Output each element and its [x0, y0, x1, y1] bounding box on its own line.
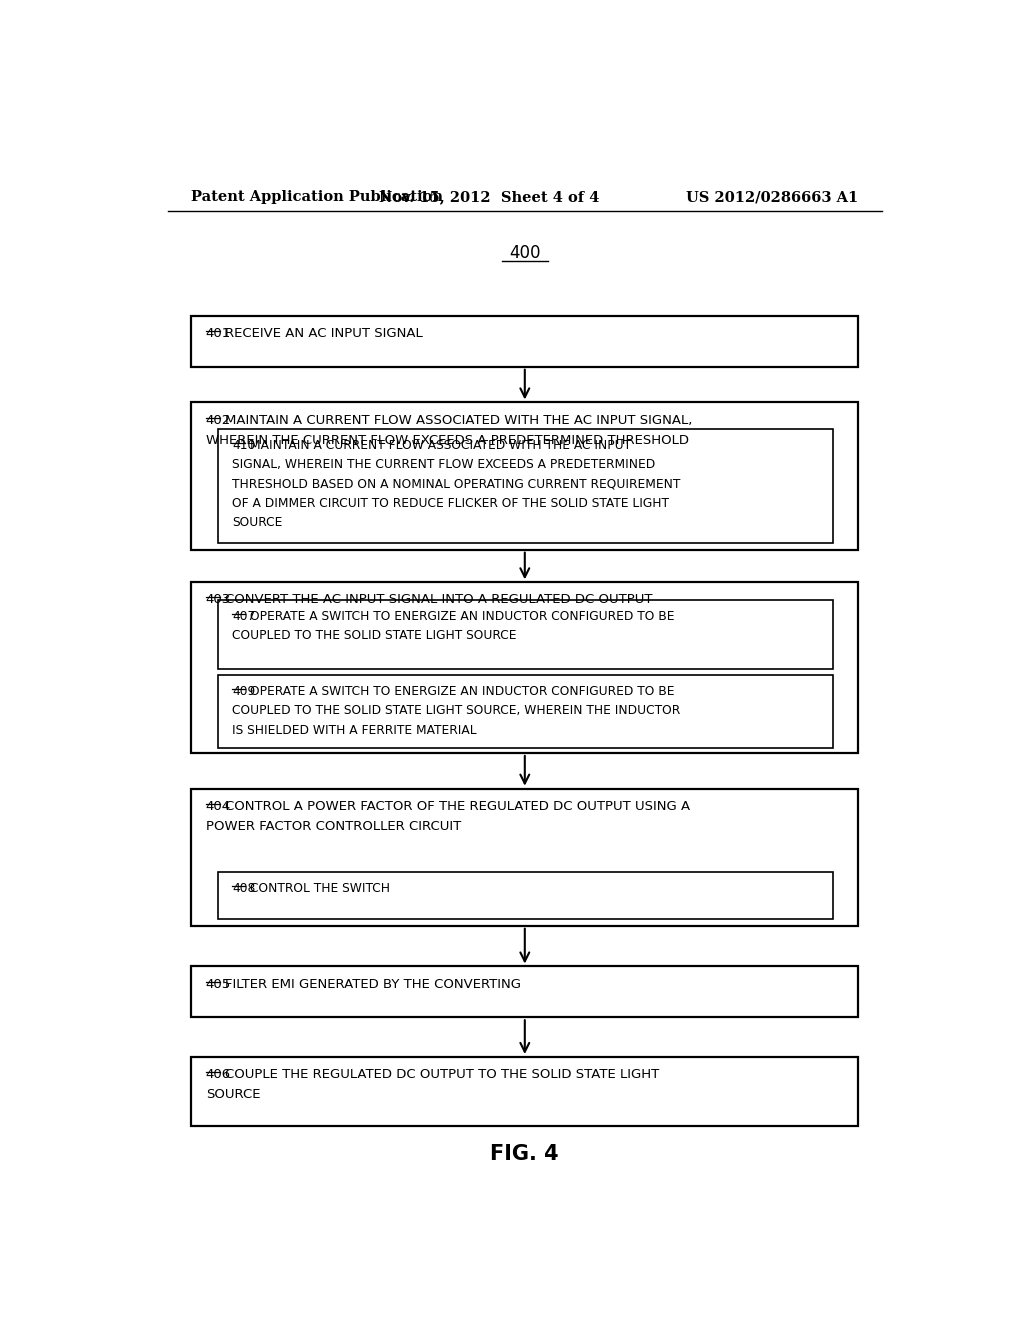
Text: SOURCE: SOURCE [206, 1089, 260, 1101]
FancyBboxPatch shape [191, 788, 858, 925]
Text: FIG. 4: FIG. 4 [490, 1144, 559, 1164]
Text: RECEIVE AN AC INPUT SIGNAL: RECEIVE AN AC INPUT SIGNAL [224, 327, 422, 341]
Text: 400: 400 [509, 244, 541, 261]
Text: IS SHIELDED WITH A FERRITE MATERIAL: IS SHIELDED WITH A FERRITE MATERIAL [232, 723, 476, 737]
Text: MAINTAIN A CURRENT FLOW ASSOCIATED WITH THE AC INPUT SIGNAL,: MAINTAIN A CURRENT FLOW ASSOCIATED WITH … [224, 413, 692, 426]
Text: FILTER EMI GENERATED BY THE CONVERTING: FILTER EMI GENERATED BY THE CONVERTING [224, 978, 520, 990]
Text: 403: 403 [206, 594, 231, 606]
FancyBboxPatch shape [218, 675, 833, 748]
Text: US 2012/0286663 A1: US 2012/0286663 A1 [686, 190, 858, 205]
FancyBboxPatch shape [191, 582, 858, 752]
Text: 407: 407 [232, 610, 255, 623]
Text: 409: 409 [232, 685, 255, 698]
Text: SIGNAL, WHEREIN THE CURRENT FLOW EXCEEDS A PREDETERMINED: SIGNAL, WHEREIN THE CURRENT FLOW EXCEEDS… [232, 458, 655, 471]
Text: THRESHOLD BASED ON A NOMINAL OPERATING CURRENT REQUIREMENT: THRESHOLD BASED ON A NOMINAL OPERATING C… [232, 478, 680, 491]
FancyBboxPatch shape [191, 966, 858, 1018]
Text: Nov. 15, 2012  Sheet 4 of 4: Nov. 15, 2012 Sheet 4 of 4 [379, 190, 599, 205]
FancyBboxPatch shape [218, 429, 833, 543]
Text: 408: 408 [232, 882, 255, 895]
Text: 402: 402 [206, 413, 231, 426]
Text: CONTROL A POWER FACTOR OF THE REGULATED DC OUTPUT USING A: CONTROL A POWER FACTOR OF THE REGULATED … [224, 800, 690, 813]
Text: 406: 406 [206, 1068, 230, 1081]
Text: CONTROL THE SWITCH: CONTROL THE SWITCH [250, 882, 390, 895]
Text: Patent Application Publication: Patent Application Publication [191, 190, 443, 205]
FancyBboxPatch shape [191, 1057, 858, 1126]
Text: 410: 410 [232, 440, 255, 451]
Text: 401: 401 [206, 327, 231, 341]
Text: WHEREIN THE CURRENT FLOW EXCEEDS A PREDETERMINED THRESHOLD: WHEREIN THE CURRENT FLOW EXCEEDS A PREDE… [206, 434, 689, 447]
Text: OPERATE A SWITCH TO ENERGIZE AN INDUCTOR CONFIGURED TO BE: OPERATE A SWITCH TO ENERGIZE AN INDUCTOR… [250, 610, 674, 623]
Text: MAINTAIN A CURRENT FLOW ASSOCIATED WITH THE AC INPUT: MAINTAIN A CURRENT FLOW ASSOCIATED WITH … [250, 440, 631, 451]
Text: 405: 405 [206, 978, 231, 990]
FancyBboxPatch shape [191, 315, 858, 367]
Text: COUPLED TO THE SOLID STATE LIGHT SOURCE, WHEREIN THE INDUCTOR: COUPLED TO THE SOLID STATE LIGHT SOURCE,… [232, 704, 680, 717]
FancyBboxPatch shape [218, 599, 833, 669]
Text: OPERATE A SWITCH TO ENERGIZE AN INDUCTOR CONFIGURED TO BE: OPERATE A SWITCH TO ENERGIZE AN INDUCTOR… [250, 685, 674, 698]
FancyBboxPatch shape [191, 403, 858, 549]
Text: CONVERT THE AC INPUT SIGNAL INTO A REGULATED DC OUTPUT: CONVERT THE AC INPUT SIGNAL INTO A REGUL… [224, 594, 652, 606]
Text: COUPLE THE REGULATED DC OUTPUT TO THE SOLID STATE LIGHT: COUPLE THE REGULATED DC OUTPUT TO THE SO… [224, 1068, 658, 1081]
FancyBboxPatch shape [218, 873, 833, 919]
Text: POWER FACTOR CONTROLLER CIRCUIT: POWER FACTOR CONTROLLER CIRCUIT [206, 820, 461, 833]
Text: COUPLED TO THE SOLID STATE LIGHT SOURCE: COUPLED TO THE SOLID STATE LIGHT SOURCE [232, 630, 516, 642]
Text: SOURCE: SOURCE [232, 516, 283, 529]
Text: OF A DIMMER CIRCUIT TO REDUCE FLICKER OF THE SOLID STATE LIGHT: OF A DIMMER CIRCUIT TO REDUCE FLICKER OF… [232, 496, 669, 510]
Text: 404: 404 [206, 800, 230, 813]
